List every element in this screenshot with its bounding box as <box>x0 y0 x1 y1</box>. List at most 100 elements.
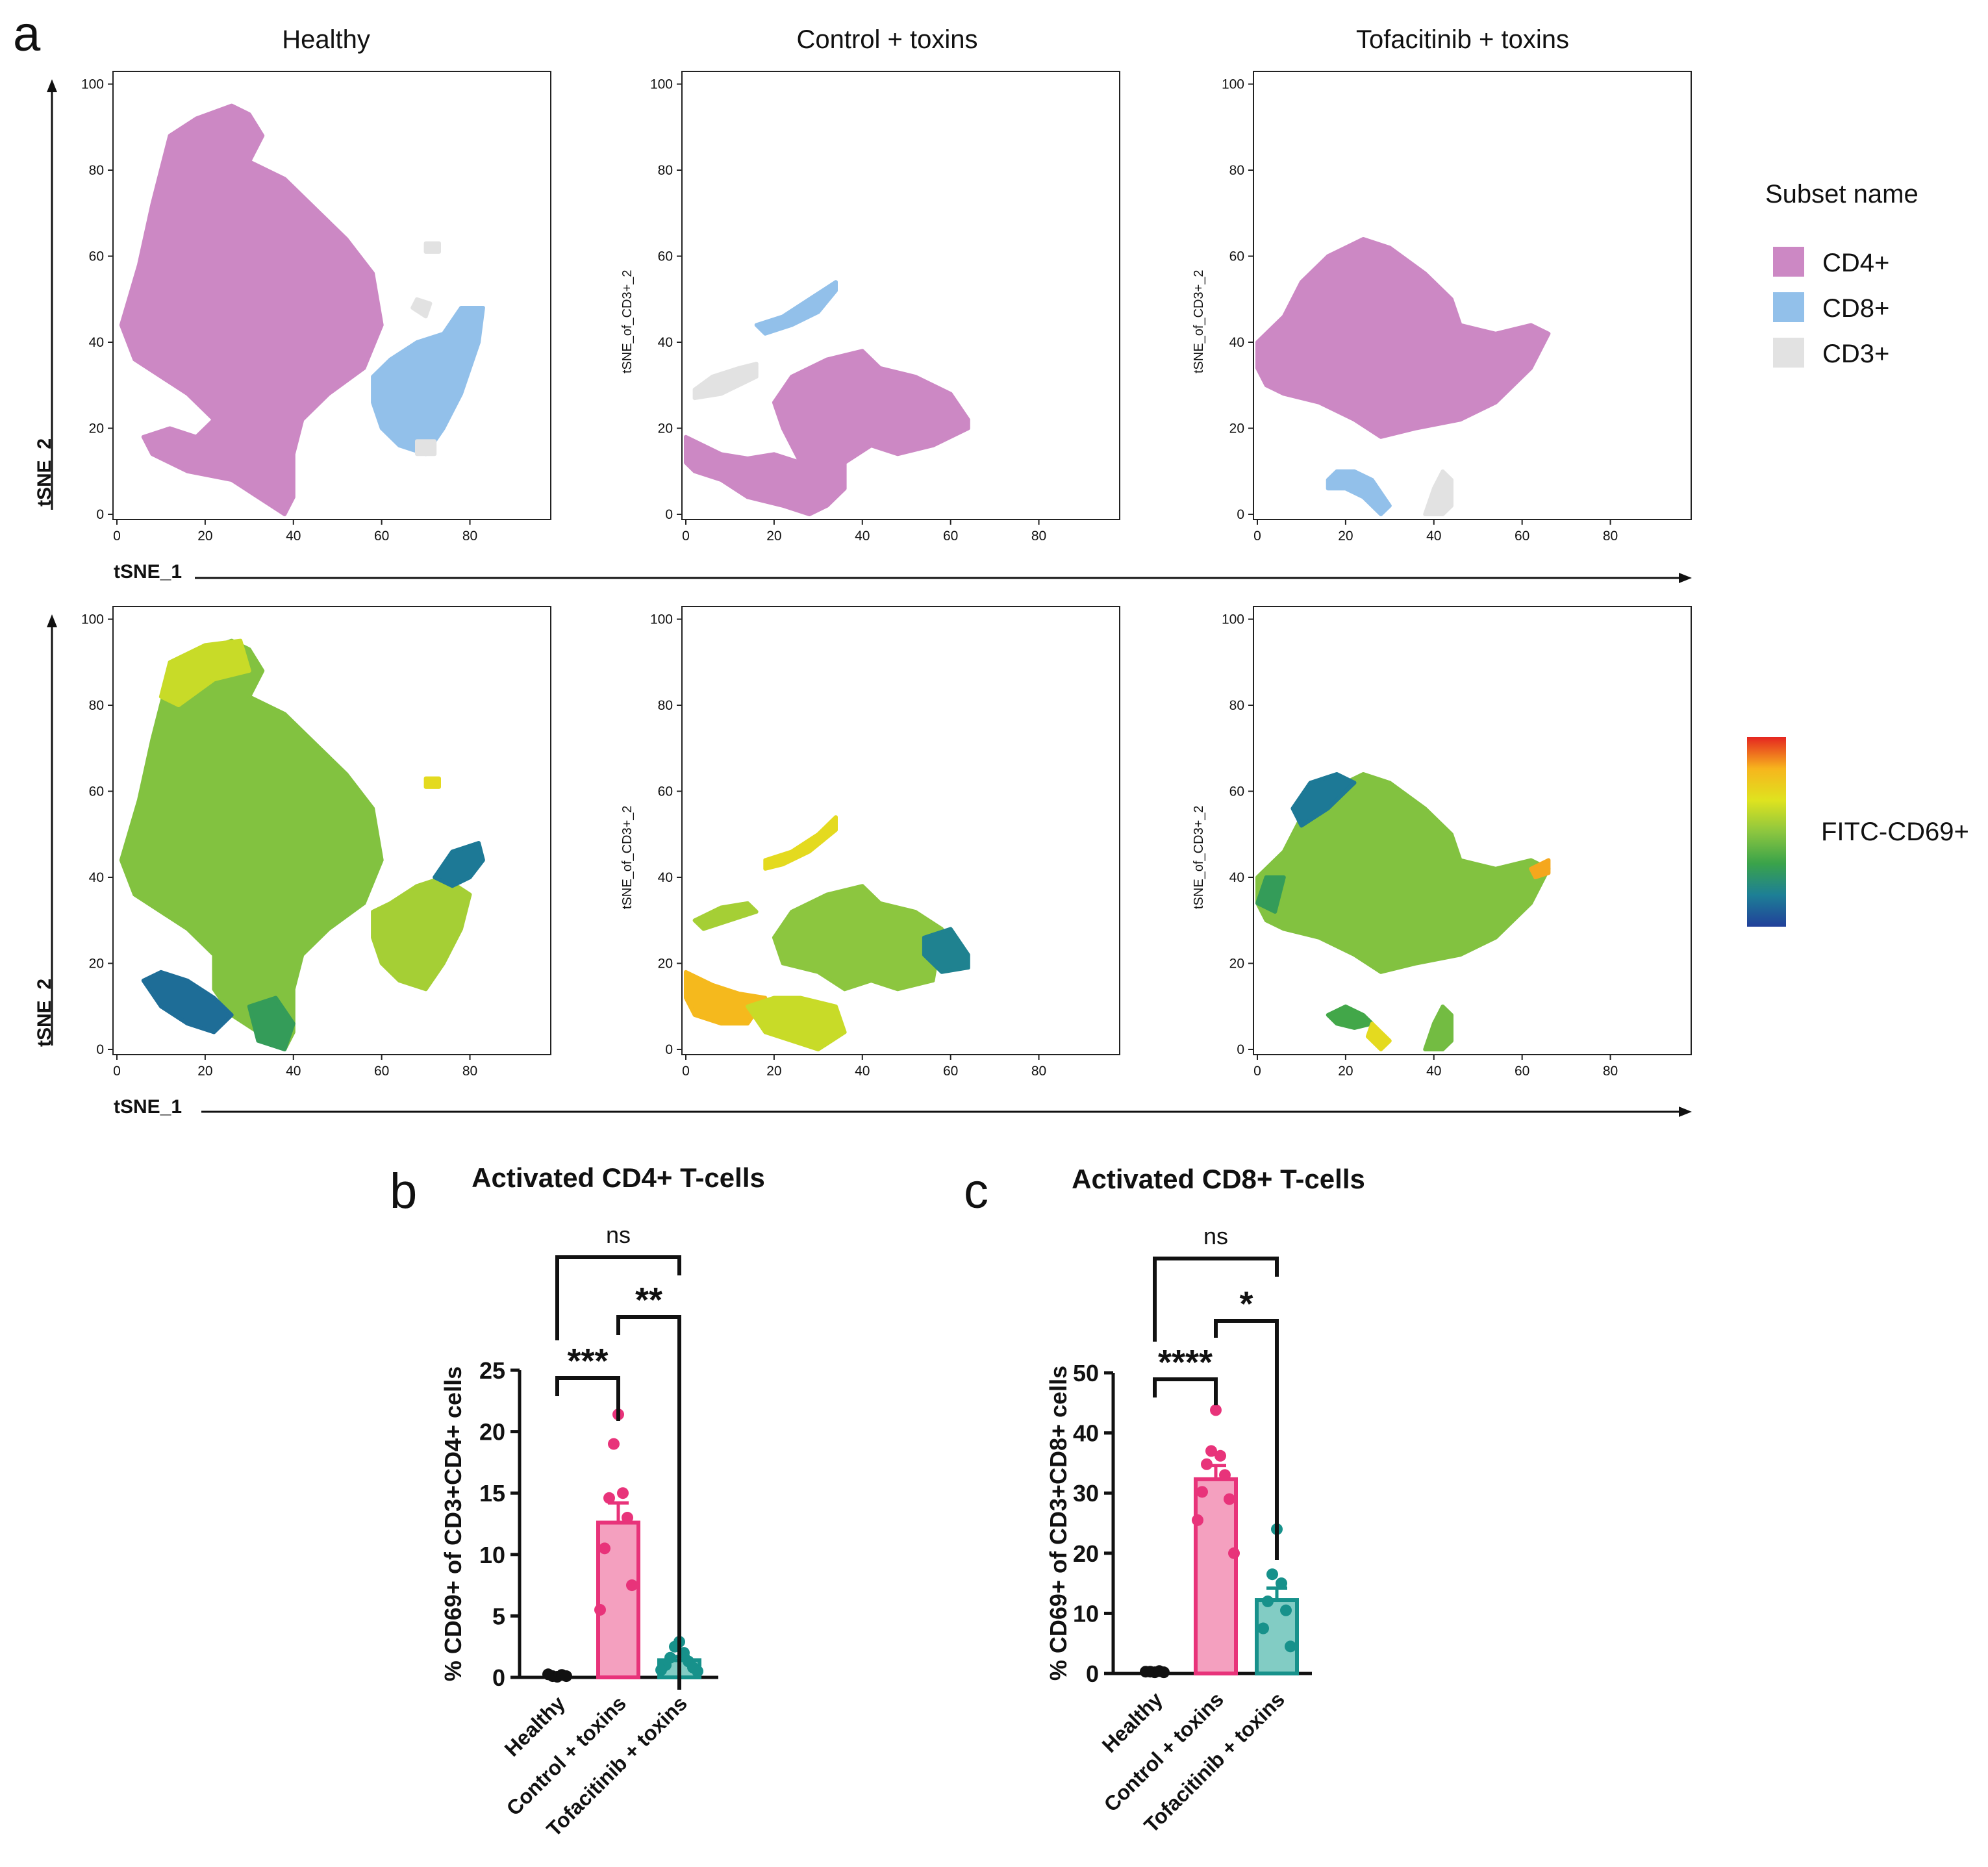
tsne-clusters-control-toxins-r1 <box>684 280 970 516</box>
x-tick-label-tofacitinib-toxins-r2-0: 0 <box>1253 1064 1261 1079</box>
y-inner-label-tofacitinib-row2: tSNE_of_CD3+_2 <box>1192 805 1206 909</box>
tsne-cluster-healthy-r2-level-5 <box>433 841 485 888</box>
y-tick-label-control-toxins-r2-40: 40 <box>658 870 673 885</box>
legend-label-cd4: CD4+ <box>1822 249 1889 277</box>
sig-bracket-activated-cd8-t-cells-2 <box>1153 1377 1218 1405</box>
y-outer-label-row1: tSNE_2 <box>34 438 55 507</box>
y-tick-label-activated-cd4-t-cells-15: 15 <box>479 1480 505 1507</box>
x-tick-label-tofacitinib-toxins-r1-60: 60 <box>1515 529 1529 544</box>
tsne-cluster-control-toxins-r2-level-4 <box>763 815 838 871</box>
colorbar-label: FITC-CD69+ <box>1821 818 1969 846</box>
x-outer-label-row1: tSNE_1 <box>114 561 182 583</box>
data-point-activated-cd4-t-cells-tofacitinib-toxins-7 <box>655 1664 667 1676</box>
y-tick-label-tofacitinib-toxins-r2-40: 40 <box>1229 870 1244 885</box>
tsne-cluster-control-toxins-r2-level-2 <box>684 970 768 1026</box>
data-point-activated-cd4-t-cells-control-toxins-3 <box>603 1492 615 1504</box>
legend-swatch-cd3 <box>1773 338 1804 368</box>
tsne-cluster-healthy-r2-level-3 <box>247 996 296 1051</box>
x-tick-label-control-toxins-r2-80: 80 <box>1031 1064 1046 1079</box>
y-tick-label-healthy-r2-60: 60 <box>89 784 104 799</box>
y-axis-label-activated-cd4-t-cells: % CD69+ of CD3+CD4+ cells <box>440 1366 466 1681</box>
sig-bracket-activated-cd4-t-cells-1 <box>616 1315 681 1690</box>
column-title-tofacitinib: Tofacitinib + toxins <box>1356 25 1569 54</box>
sig-label-activated-cd8-t-cells-2: **** <box>1158 1343 1213 1382</box>
data-point-activated-cd8-t-cells-healthy-4 <box>1158 1666 1170 1679</box>
data-point-activated-cd8-t-cells-tofacitinib-toxins-1 <box>1266 1568 1278 1581</box>
sig-bracket-activated-cd8-t-cells-0 <box>1153 1257 1279 1342</box>
bar-chart-cd8: Activated CD8+ T-cells 0 10 20 30 40 50% CD69+… <box>1045 1164 1365 1837</box>
y-outer-arrowhead-row1 <box>47 79 57 92</box>
y-tick-label-healthy-r2-100: 100 <box>81 612 104 627</box>
tsne-cluster-tofacitinib-toxins-r2-level-5 <box>1365 1021 1392 1051</box>
y-axis-label-activated-cd8-t-cells: % CD69+ of CD3+CD8+ cells <box>1045 1366 1072 1681</box>
y-outer-arrowhead-row2 <box>47 614 57 627</box>
data-point-activated-cd8-t-cells-control-toxins-5 <box>1196 1486 1208 1498</box>
sig-bracket-activated-cd8-t-cells-1 <box>1214 1319 1279 1560</box>
y-tick-label-tofacitinib-toxins-r2-100: 100 <box>1222 612 1244 627</box>
tsne-cluster-control-toxins-r2-level-1 <box>922 927 970 974</box>
legend-swatch-cd8 <box>1773 292 1804 322</box>
x-tick-label-control-toxins-r2-60: 60 <box>943 1064 958 1079</box>
tsne-cluster-healthy-r1-cd8-1 <box>371 306 485 457</box>
x-tick-label-control-toxins-r1-60: 60 <box>943 529 958 544</box>
tsne-panel-subsets-tofacitinib: 0 20 40 60 80 0 20 40 60 80 100 <box>1222 71 1692 544</box>
bar-title-activated-cd8-t-cells: Activated CD8+ T-cells <box>1072 1164 1365 1194</box>
sig-label-activated-cd4-t-cells-0: ns <box>606 1222 631 1248</box>
data-point-activated-cd8-t-cells-tofacitinib-toxins-2 <box>1276 1577 1287 1590</box>
tsne-clusters-tofacitinib-toxins-r2 <box>1255 772 1551 1051</box>
y-tick-label-control-toxins-r2-20: 20 <box>658 957 673 971</box>
x-tick-label-tofacitinib-toxins-r1-40: 40 <box>1426 529 1441 544</box>
y-tick-label-control-toxins-r1-40: 40 <box>658 335 673 350</box>
y-tick-label-healthy-r1-100: 100 <box>81 77 104 92</box>
tsne-cluster-tofacitinib-toxins-r2-level-3 <box>1529 858 1551 879</box>
x-tick-label-control-toxins-r1-20: 20 <box>766 529 781 544</box>
y-tick-label-tofacitinib-toxins-r2-0: 0 <box>1237 1042 1244 1057</box>
x-tick-label-tofacitinib-toxins-r1-20: 20 <box>1338 529 1353 544</box>
y-tick-label-tofacitinib-toxins-r1-0: 0 <box>1237 507 1244 522</box>
data-point-activated-cd8-t-cells-control-toxins-1 <box>1205 1445 1217 1457</box>
data-point-activated-cd8-t-cells-control-toxins-8 <box>1228 1547 1240 1559</box>
tsne-cluster-control-toxins-r2-level-0 <box>772 884 944 992</box>
data-point-activated-cd8-t-cells-control-toxins-2 <box>1214 1449 1226 1462</box>
tsne-panel-subsets-control: 0 20 40 60 80 0 20 40 60 80 100 <box>650 71 1120 544</box>
y-tick-label-healthy-r1-20: 20 <box>89 421 104 436</box>
tsne-cluster-healthy-r1-cd4-0 <box>119 103 384 516</box>
y-tick-label-control-toxins-r2-80: 80 <box>658 698 673 713</box>
x-tick-label-tofacitinib-toxins-r1-0: 0 <box>1253 529 1261 544</box>
tsne-cluster-tofacitinib-toxins-r1-cd4-0 <box>1255 237 1551 439</box>
x-tick-label-control-toxins-r2-20: 20 <box>766 1064 781 1079</box>
sig-bracket-activated-cd4-t-cells-0 <box>555 1255 681 1340</box>
tsne-panel-cd69-control: 0 20 40 60 80 0 20 40 60 80 100 <box>650 606 1120 1079</box>
tsne-clusters-tofacitinib-toxins-r1 <box>1255 237 1551 516</box>
x-tick-label-healthy-r1-0: 0 <box>113 529 121 544</box>
data-point-activated-cd4-t-cells-control-toxins-6 <box>626 1579 638 1592</box>
panel-label-b: b <box>390 1164 417 1219</box>
x-tick-label-healthy-r2-0: 0 <box>113 1064 121 1079</box>
y-tick-label-activated-cd8-t-cells-30: 30 <box>1073 1480 1099 1507</box>
y-tick-label-tofacitinib-toxins-r2-20: 20 <box>1229 957 1244 971</box>
bar-title-activated-cd4-t-cells: Activated CD4+ T-cells <box>472 1162 765 1193</box>
y-tick-label-control-toxins-r2-60: 60 <box>658 784 673 799</box>
y-tick-label-activated-cd4-t-cells-0: 0 <box>492 1664 505 1691</box>
sig-label-activated-cd8-t-cells-1: * <box>1239 1284 1253 1323</box>
y-tick-label-tofacitinib-toxins-r2-80: 80 <box>1229 698 1244 713</box>
x-tick-label-control-toxins-r1-80: 80 <box>1031 529 1046 544</box>
x-tick-label-healthy-r1-60: 60 <box>374 529 389 544</box>
y-tick-label-tofacitinib-toxins-r1-40: 40 <box>1229 335 1244 350</box>
y-tick-label-control-toxins-r1-20: 20 <box>658 421 673 436</box>
panel-label-c: c <box>964 1164 988 1219</box>
x-tick-label-healthy-r2-20: 20 <box>197 1064 212 1079</box>
x-tick-label-tofacitinib-toxins-r2-40: 40 <box>1426 1064 1441 1079</box>
y-tick-label-tofacitinib-toxins-r1-80: 80 <box>1229 163 1244 178</box>
data-point-activated-cd4-t-cells-control-toxins-5 <box>599 1542 610 1555</box>
sig-label-activated-cd4-t-cells-2: *** <box>567 1342 608 1381</box>
tsne-cluster-healthy-r2-level-2 <box>141 970 234 1034</box>
y-tick-label-activated-cd4-t-cells-25: 25 <box>479 1357 505 1384</box>
x-tick-label-control-toxins-r2-0: 0 <box>682 1064 690 1079</box>
x-outer-label-row2: tSNE_1 <box>114 1096 182 1118</box>
y-inner-label-control-row2: tSNE_of_CD3+_2 <box>620 805 635 909</box>
y-tick-label-control-toxins-r2-0: 0 <box>665 1042 673 1057</box>
y-tick-label-activated-cd4-t-cells-5: 5 <box>492 1603 505 1629</box>
tsne-cluster-tofacitinib-toxins-r1-cd8-1 <box>1326 469 1392 516</box>
